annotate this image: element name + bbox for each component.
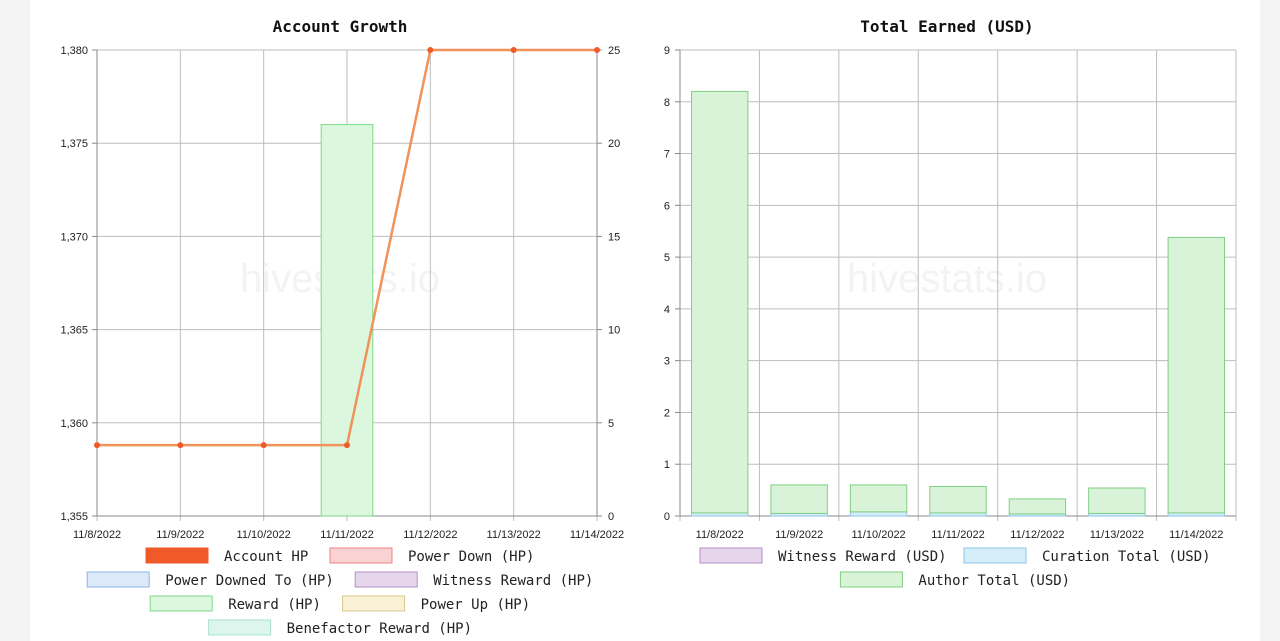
y-left-tick-label: 1,360 — [60, 418, 88, 430]
y-tick-label: 7 — [664, 149, 670, 161]
legend-swatch-witness-reward-usd — [699, 547, 763, 564]
legend-label-witness-reward-hp: Witness Reward (HP) — [433, 573, 593, 589]
y-tick-label: 0 — [664, 511, 670, 523]
y-right-tick-label: 25 — [608, 45, 620, 57]
y-left-tick-label: 1,355 — [60, 511, 88, 523]
legend-swatch-account-hp — [145, 547, 209, 564]
point-account-hp — [510, 47, 517, 53]
legend-label-power-downed-to-hp: Power Downed To (HP) — [165, 573, 334, 589]
y-right-tick-label: 5 — [608, 418, 614, 430]
x-tick-label: 11/14/2022 — [570, 529, 624, 541]
bar-author-total-usd — [1008, 498, 1067, 515]
bar-author-total-usd — [1088, 487, 1146, 514]
point-account-hp — [94, 442, 100, 449]
legend-swatch-author-total-usd — [839, 571, 903, 588]
x-tick-label: 11/14/2022 — [1169, 529, 1223, 541]
legend-swatch-power-down-hp — [329, 547, 393, 564]
total-earned-watermark: hivestats.io — [847, 257, 1047, 301]
legend-label-benefactor-reward-hp: Benefactor Reward (HP) — [287, 621, 472, 637]
account-growth-title: Account Growth — [273, 17, 408, 36]
y-right-tick-label: 0 — [608, 511, 614, 523]
x-tick-label: 11/13/2022 — [487, 529, 541, 541]
y-left-tick-label: 1,380 — [60, 45, 88, 57]
legend-swatch-power-downed-to-hp — [86, 571, 150, 588]
point-account-hp — [344, 442, 350, 449]
legend-label-author-total-usd: Author Total (USD) — [918, 573, 1070, 589]
x-tick-label: 11/9/2022 — [156, 529, 204, 541]
legend-label-reward-hp: Reward (HP) — [228, 597, 321, 613]
bar-author-total-usd — [849, 484, 908, 513]
legend-label-account-hp: Account HP — [224, 549, 308, 565]
x-tick-label: 11/8/2022 — [73, 529, 121, 541]
y-left-tick-label: 1,370 — [60, 231, 88, 243]
point-account-hp — [177, 442, 184, 449]
bar-author-total-usd — [691, 90, 749, 514]
y-tick-label: 1 — [664, 459, 670, 471]
legend-swatch-witness-reward-hp — [354, 571, 418, 588]
charts-panel: Account Growth hivestats.io 1,355 1,360 1,… — [30, 0, 1260, 641]
y-tick-label: 2 — [664, 407, 670, 419]
x-tick-label: 11/13/2022 — [1090, 529, 1144, 541]
charts-svg: Account Growth hivestats.io 1,355 1,360 1,… — [60, 17, 1237, 637]
y-tick-label: 3 — [664, 356, 670, 368]
y-right-tick-label: 10 — [608, 325, 620, 337]
x-tick-label: 11/10/2022 — [851, 529, 905, 541]
y-left-tick-label: 1,365 — [60, 325, 88, 337]
bar-reward-hp- — [320, 124, 374, 517]
x-tick-label: 11/10/2022 — [237, 529, 291, 541]
legend-swatch-power-up-hp — [342, 595, 406, 612]
legend-label-curation-total-usd: Curation Total (USD) — [1042, 549, 1211, 565]
bar-curation-total-usd — [849, 511, 908, 517]
y-tick-label: 8 — [664, 97, 670, 109]
point-account-hp — [594, 47, 600, 53]
x-tick-label: 11/11/2022 — [931, 529, 984, 541]
y-right-tick-label: 15 — [608, 231, 620, 243]
y-left-tick-label: 1,375 — [60, 138, 88, 150]
x-tick-label: 11/12/2022 — [403, 529, 457, 541]
x-tick-label: 11/9/2022 — [775, 529, 823, 541]
y-right-tick-label: 20 — [608, 138, 620, 150]
total-earned-title: Total Earned (USD) — [860, 17, 1033, 36]
y-tick-label: 4 — [664, 304, 670, 316]
legend-label-power-up-hp: Power Up (HP) — [421, 597, 531, 613]
y-tick-label: 5 — [664, 252, 670, 264]
legend-swatch-benefactor-reward-hp — [208, 619, 272, 636]
point-account-hp — [427, 47, 434, 53]
point-account-hp — [260, 442, 267, 449]
bar-author-total-usd — [1167, 236, 1225, 514]
y-tick-label: 6 — [664, 200, 670, 212]
legend-swatch-curation-total-usd — [963, 547, 1027, 564]
legend-swatch-reward-hp — [149, 595, 213, 612]
legend-label-witness-reward-usd: Witness Reward (USD) — [778, 549, 947, 565]
bar-author-total-usd — [929, 485, 987, 514]
y-tick-label: 9 — [664, 45, 670, 57]
x-tick-label: 11/12/2022 — [1010, 529, 1064, 541]
bar-author-total-usd — [770, 484, 828, 514]
legend-label-power-down-hp: Power Down (HP) — [408, 549, 534, 565]
x-tick-label: 11/11/2022 — [320, 529, 373, 541]
x-tick-label: 11/8/2022 — [696, 529, 744, 541]
